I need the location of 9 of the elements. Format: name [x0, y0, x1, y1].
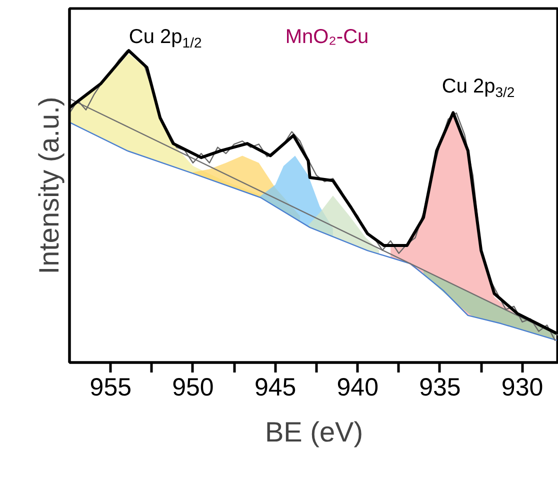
x-axis-title: BE (eV)	[264, 416, 364, 448]
x-tick-label: 935	[419, 374, 461, 402]
chart-title: MnO₂-Cu	[285, 26, 369, 48]
x-tick-label: 955	[90, 374, 132, 402]
x-tick-label: 945	[254, 374, 296, 402]
y-axis-title: Intensity (a.u.)	[34, 96, 64, 274]
x-tick-label: 940	[336, 374, 378, 402]
x-tick-label: 950	[172, 374, 214, 402]
x-tick-label: 930	[501, 374, 544, 402]
